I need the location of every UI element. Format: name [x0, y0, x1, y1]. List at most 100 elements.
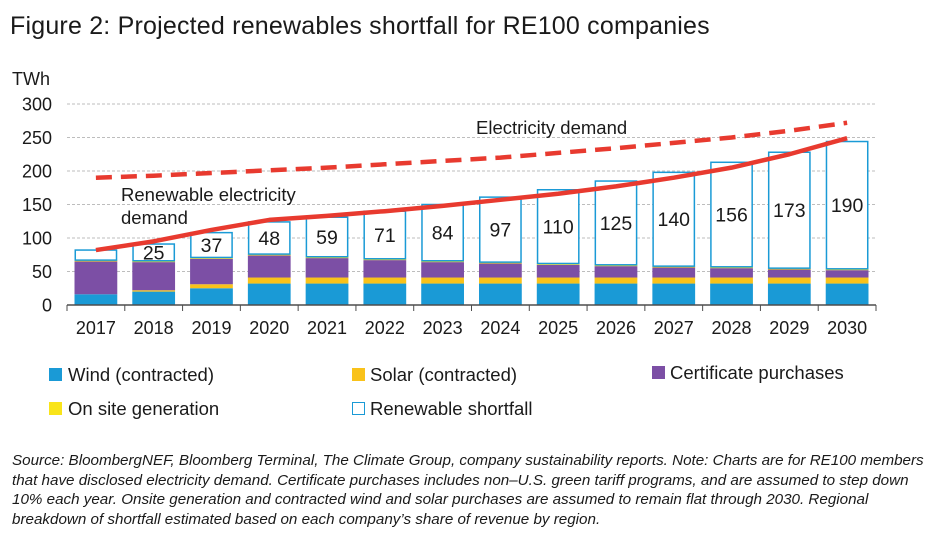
bar-segment-wind-contracted — [536, 283, 580, 305]
legend-label-on-site-generation: On site generation — [68, 398, 220, 419]
data-label: 173 — [773, 200, 806, 222]
x-tick-label: 2022 — [365, 318, 405, 338]
y-tick-label: 150 — [22, 195, 52, 215]
bar-segment-solar-contracted — [767, 277, 811, 284]
bar-segment-solar-contracted — [247, 277, 291, 284]
bar-segment-certificate-purchases — [825, 270, 869, 278]
bar-segment-wind-contracted — [190, 288, 233, 305]
bar-segment-renewable-shortfall — [536, 189, 580, 265]
chart-title: Figure 2: Projected renewables shortfall… — [10, 12, 710, 40]
y-axis-label: TWh — [12, 69, 50, 89]
bar-segment-certificate-purchases — [767, 269, 811, 278]
bar-segment-renewable-shortfall — [247, 221, 291, 255]
bar-segment-wind-contracted — [132, 291, 176, 305]
data-label: 59 — [316, 227, 338, 249]
data-label: 25 — [143, 242, 165, 264]
bar-segment-certificate-purchases — [594, 266, 638, 278]
bar-segment-solar-contracted — [825, 277, 869, 284]
bar-segment-certificate-purchases — [190, 258, 233, 285]
chart-area: TWh 0 50 100 150 200 250 300 2017 2018 2019 2020 202… — [12, 69, 877, 338]
bar-segment-solar-contracted — [710, 277, 753, 284]
x-tick-label: 2026 — [596, 318, 636, 338]
x-tick-label: 2027 — [654, 318, 694, 338]
annotation-electricity-demand: Electricity demand — [476, 117, 627, 138]
data-label: 37 — [201, 235, 223, 257]
bar-segment-renewable-shortfall — [132, 243, 176, 262]
x-tick-label: 2017 — [76, 318, 116, 338]
y-tick-label: 0 — [42, 296, 52, 316]
y-tick-label: 300 — [22, 95, 52, 115]
y-tick-label: 200 — [22, 162, 52, 182]
y-tick-label: 50 — [32, 262, 52, 282]
bar-segment-wind-contracted — [594, 283, 638, 305]
data-label: 140 — [657, 209, 690, 231]
bar-segment-renewable-shortfall — [710, 161, 753, 268]
x-tick-label: 2018 — [134, 318, 174, 338]
bar-segment-wind-contracted — [305, 283, 349, 305]
x-tick-label: 2030 — [827, 318, 867, 338]
bar-segment-certificate-purchases — [363, 260, 407, 278]
bar-segment-wind-contracted — [767, 283, 811, 305]
bar-segment-certificate-purchases — [536, 264, 580, 278]
x-tick-label: 2020 — [249, 318, 289, 338]
data-label: 84 — [432, 223, 454, 245]
bar-segment-renewable-shortfall — [652, 171, 696, 267]
legend-swatch-certificate-purchases — [652, 366, 665, 379]
bar-segment-wind-contracted — [74, 294, 118, 305]
x-tick-label: 2025 — [538, 318, 578, 338]
bar-segment-certificate-purchases — [710, 268, 753, 278]
data-label: 125 — [600, 213, 633, 235]
bar-segment-renewable-shortfall — [363, 210, 407, 260]
bar-segment-renewable-shortfall — [305, 216, 349, 258]
bar-segment-solar-contracted — [536, 277, 580, 284]
bar-segment-solar-contracted — [305, 277, 349, 284]
legend-swatch-wind-contracted — [49, 368, 62, 381]
bar-segment-certificate-purchases — [74, 261, 118, 295]
legend-swatch-solar-contracted — [352, 368, 365, 381]
bar-segment-certificate-purchases — [247, 255, 291, 278]
bar-segment-wind-contracted — [825, 283, 869, 305]
bar-segment-solar-contracted — [132, 290, 176, 292]
source-note: Source: BloombergNEF, Bloomberg Terminal… — [12, 452, 924, 528]
bar-segment-renewable-shortfall — [479, 196, 522, 263]
x-tick-label: 2021 — [307, 318, 347, 338]
bar-segment-renewable-shortfall — [825, 140, 869, 270]
bar-segment-solar-contracted — [421, 277, 464, 284]
bar-segment-certificate-purchases — [479, 263, 522, 278]
bar-segment-solar-contracted — [190, 284, 233, 289]
data-label: 110 — [543, 217, 574, 239]
data-label: 190 — [831, 195, 864, 217]
y-tick-label: 250 — [22, 128, 52, 148]
legend-swatch-renewable-shortfall — [352, 402, 365, 415]
legend-label-solar-contracted: Solar (contracted) — [370, 364, 518, 385]
bar-segment-certificate-purchases — [652, 267, 696, 278]
bar-segment-renewable-shortfall — [74, 249, 118, 261]
bar-segment-solar-contracted — [479, 277, 522, 284]
bar-segment-wind-contracted — [247, 283, 291, 305]
data-label: 97 — [490, 220, 512, 242]
bar-segment-renewable-shortfall — [767, 151, 811, 269]
bar-segment-renewable-shortfall — [190, 231, 233, 259]
legend-label-certificate-purchases: Certificate purchases — [670, 362, 844, 383]
bar-segment-certificate-purchases — [421, 262, 464, 278]
annotation-renewable-electricity: Renewable electricity — [121, 184, 297, 205]
x-tick-label: 2023 — [423, 318, 463, 338]
bar-segment-solar-contracted — [652, 277, 696, 284]
bar-segment-wind-contracted — [479, 283, 522, 305]
legend-swatch-on-site-generation — [49, 402, 62, 415]
line-renewable-electricity-demand — [95, 136, 848, 253]
x-tick-label: 2028 — [712, 318, 752, 338]
legend-label-renewable-shortfall: Renewable shortfall — [370, 398, 533, 419]
x-tick-label: 2029 — [769, 318, 809, 338]
bar-segment-wind-contracted — [363, 283, 407, 305]
bar-segment-solar-contracted — [594, 277, 638, 284]
bar-segment-wind-contracted — [421, 283, 464, 305]
bar-segment-wind-contracted — [710, 283, 753, 305]
line-electricity-demand — [95, 120, 848, 180]
bar-segment-certificate-purchases — [305, 258, 349, 278]
bar-segment-certificate-purchases — [132, 262, 176, 291]
bar-segment-wind-contracted — [652, 283, 696, 305]
bar-segment-renewable-shortfall — [594, 180, 638, 266]
data-label: 71 — [374, 225, 396, 247]
data-label: 156 — [715, 205, 748, 227]
